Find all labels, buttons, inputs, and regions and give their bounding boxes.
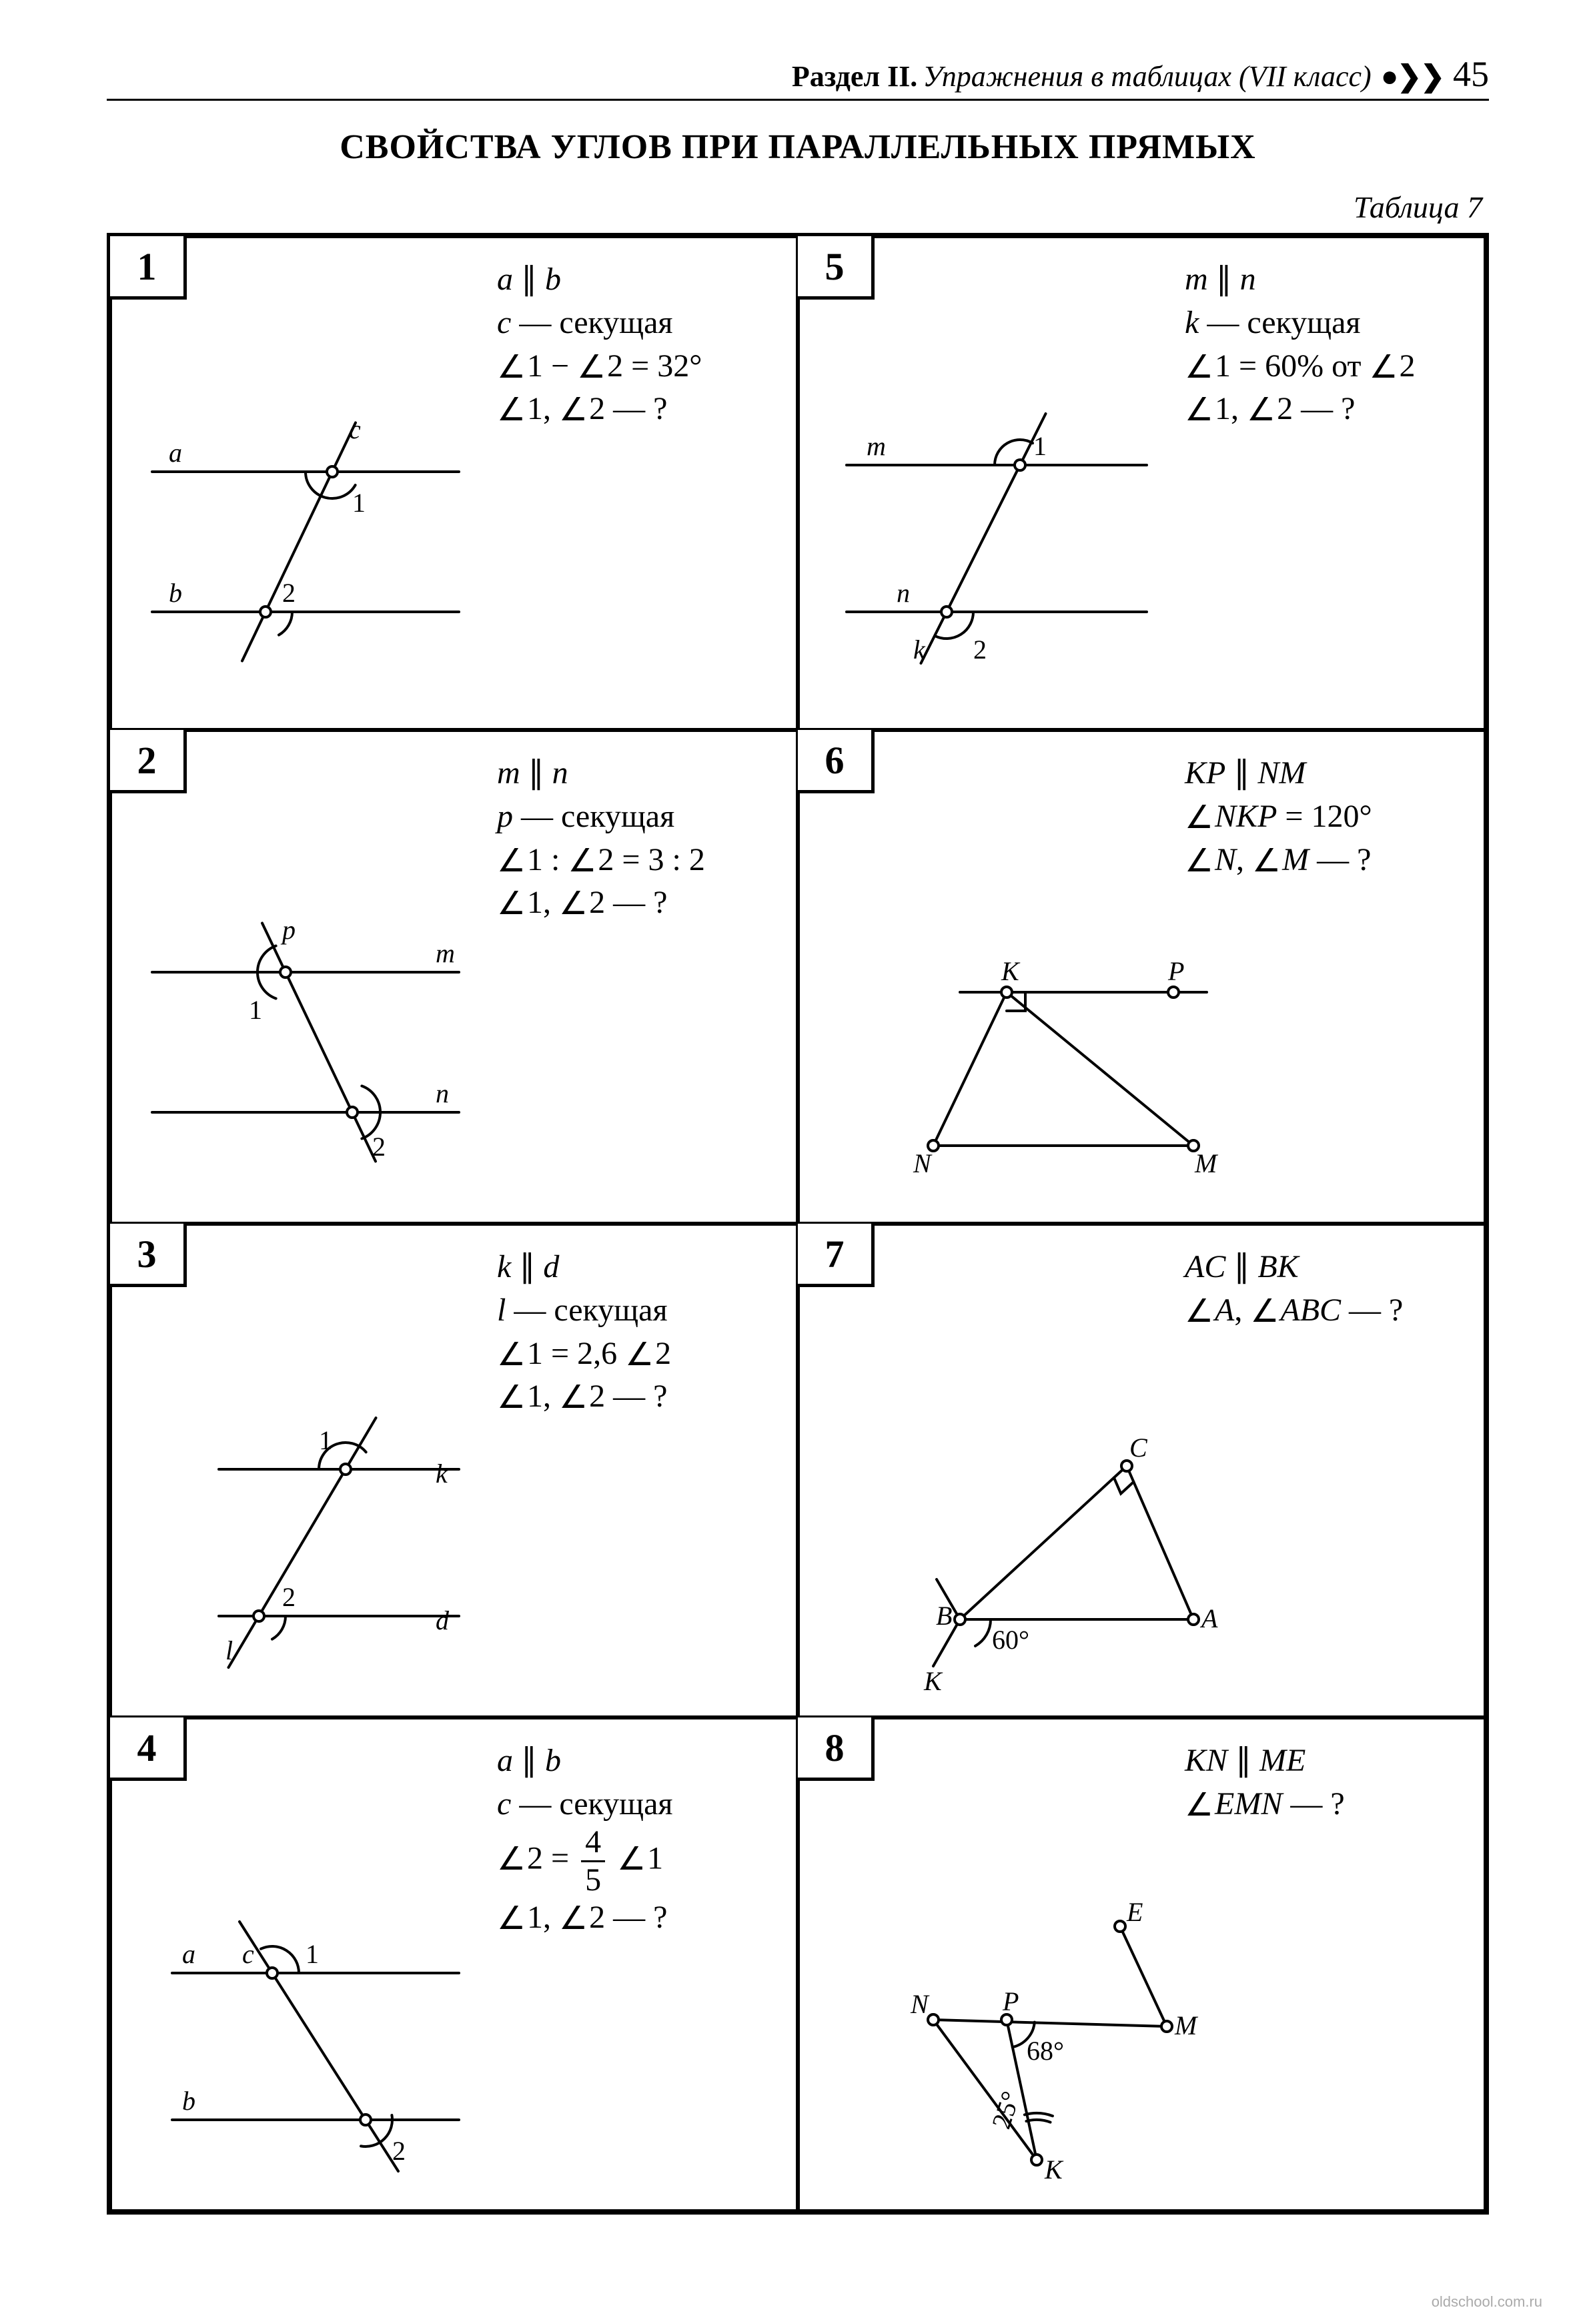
svg-text:c: c bbox=[242, 1939, 254, 1969]
header-section: Раздел II. bbox=[792, 59, 917, 93]
svg-text:c: c bbox=[349, 414, 361, 444]
svg-text:B: B bbox=[936, 1601, 952, 1631]
cell-number: 2 bbox=[110, 730, 187, 793]
svg-text:b: b bbox=[182, 2086, 195, 2116]
exercise-cell-8: 8 KN ∥ ME∠EMN — ? N P M E K 68°25° bbox=[798, 1717, 1486, 2211]
given-text: a ∥ bc — секущая∠2 = 45 ∠1∠1, ∠2 — ? bbox=[497, 1739, 777, 1939]
page-title: СВОЙСТВА УГЛОВ ПРИ ПАРАЛЛЕЛЬНЫХ ПРЯМЫХ bbox=[107, 127, 1489, 167]
given-text: AC ∥ BK∠A, ∠ABC — ? bbox=[1185, 1246, 1465, 1332]
svg-text:2: 2 bbox=[282, 1582, 296, 1612]
figure: m n p 1 2 bbox=[132, 859, 479, 1206]
svg-text:2: 2 bbox=[282, 578, 296, 608]
given-text: a ∥ bc — секущая∠1 − ∠2 = 32°∠1, ∠2 — ? bbox=[497, 258, 777, 431]
given-text: m ∥ nk — секущая∠1 = 60% от ∠2∠1, ∠2 — ? bbox=[1185, 258, 1465, 431]
watermark: oldschool.com.ru bbox=[1432, 2293, 1542, 2311]
figure: K P N M bbox=[840, 859, 1267, 1206]
cell-number: 7 bbox=[798, 1224, 875, 1287]
svg-text:N: N bbox=[913, 1148, 933, 1178]
given-text: m ∥ np — секущая∠1 : ∠2 = 3 : 2∠1, ∠2 — … bbox=[497, 752, 777, 925]
svg-text:P: P bbox=[1167, 956, 1184, 986]
figure: a b c 1 2 bbox=[132, 365, 479, 712]
svg-text:A: A bbox=[1199, 1603, 1218, 1633]
svg-text:68°: 68° bbox=[1027, 2036, 1064, 2066]
svg-text:1: 1 bbox=[306, 1939, 319, 1969]
figure: m nk 1 2 bbox=[820, 365, 1167, 712]
svg-text:N: N bbox=[910, 1989, 930, 2019]
svg-text:k: k bbox=[913, 635, 926, 665]
svg-text:E: E bbox=[1126, 1897, 1143, 1927]
svg-text:K: K bbox=[923, 1666, 943, 1696]
exercise-cell-5: 5 m ∥ nk — секущая∠1 = 60% от ∠2∠1, ∠2 — … bbox=[798, 236, 1486, 730]
page-number: 45 bbox=[1453, 53, 1489, 95]
svg-text:l: l bbox=[225, 1635, 233, 1665]
cell-number: 6 bbox=[798, 730, 875, 793]
svg-text:K: K bbox=[1001, 956, 1021, 986]
svg-text:d: d bbox=[436, 1605, 450, 1635]
cell-number: 4 bbox=[110, 1717, 187, 1781]
given-text: KN ∥ ME∠EMN — ? bbox=[1185, 1739, 1465, 1826]
figure: N P M E K 68°25° bbox=[840, 1846, 1253, 2193]
figure: a b c 1 2 bbox=[132, 1846, 479, 2193]
svg-text:60°: 60° bbox=[992, 1625, 1029, 1655]
exercise-grid: 1 a ∥ bc — секущая∠1 − ∠2 = 32°∠1, ∠2 — ?… bbox=[107, 233, 1489, 2215]
svg-text:m: m bbox=[436, 938, 455, 968]
svg-text:M: M bbox=[1174, 2010, 1199, 2040]
svg-text:p: p bbox=[280, 915, 296, 945]
svg-text:K: K bbox=[1044, 2155, 1064, 2185]
svg-text:b: b bbox=[169, 578, 182, 608]
figure: C A B K 60° bbox=[847, 1352, 1260, 1699]
exercise-cell-4: 4 a ∥ bc — секущая∠2 = 45 ∠1∠1, ∠2 — ? a b c… bbox=[110, 1717, 798, 2211]
cell-number: 1 bbox=[110, 236, 187, 300]
svg-text:k: k bbox=[436, 1459, 448, 1489]
exercise-cell-2: 2 m ∥ np — секущая∠1 : ∠2 = 3 : 2∠1, ∠2 —… bbox=[110, 730, 798, 1224]
svg-text:1: 1 bbox=[319, 1425, 332, 1455]
svg-text:2: 2 bbox=[392, 2136, 406, 2166]
exercise-cell-7: 7 AC ∥ BK∠A, ∠ABC — ? C A B K 60° bbox=[798, 1224, 1486, 1717]
header-rest: Упражнения в таблицах (VII класс) bbox=[923, 59, 1371, 93]
svg-text:a: a bbox=[169, 438, 182, 468]
svg-text:1: 1 bbox=[249, 995, 262, 1025]
header-dots: ●❯❯ bbox=[1381, 59, 1444, 93]
cell-number: 5 bbox=[798, 236, 875, 300]
svg-text:n: n bbox=[897, 578, 910, 608]
svg-text:n: n bbox=[436, 1078, 449, 1108]
exercise-cell-1: 1 a ∥ bc — секущая∠1 − ∠2 = 32°∠1, ∠2 — ?… bbox=[110, 236, 798, 730]
running-head: Раздел II. Упражнения в таблицах (VII кл… bbox=[107, 53, 1489, 101]
svg-text:1: 1 bbox=[1033, 431, 1047, 461]
figure: k d l 1 2 bbox=[132, 1352, 479, 1699]
svg-text:P: P bbox=[1002, 1986, 1019, 2016]
given-text: k ∥ dl — секущая∠1 = 2,6 ∠2∠1, ∠2 — ? bbox=[497, 1246, 777, 1419]
svg-text:2: 2 bbox=[973, 635, 987, 665]
svg-text:M: M bbox=[1194, 1148, 1219, 1178]
svg-text:C: C bbox=[1129, 1433, 1148, 1463]
svg-text:2: 2 bbox=[372, 1132, 386, 1162]
table-label: Таблица 7 bbox=[107, 189, 1482, 225]
svg-text:25°: 25° bbox=[986, 2088, 1026, 2133]
exercise-cell-3: 3 k ∥ dl — секущая∠1 = 2,6 ∠2∠1, ∠2 — ? k d… bbox=[110, 1224, 798, 1717]
cell-number: 8 bbox=[798, 1717, 875, 1781]
svg-text:1: 1 bbox=[352, 488, 366, 518]
exercise-cell-6: 6KP ∥ NM∠NKP = 120°∠N, ∠M — ?KPNM bbox=[798, 730, 1486, 1224]
svg-text:m: m bbox=[867, 431, 886, 461]
cell-number: 3 bbox=[110, 1224, 187, 1287]
svg-text:a: a bbox=[182, 1939, 195, 1969]
